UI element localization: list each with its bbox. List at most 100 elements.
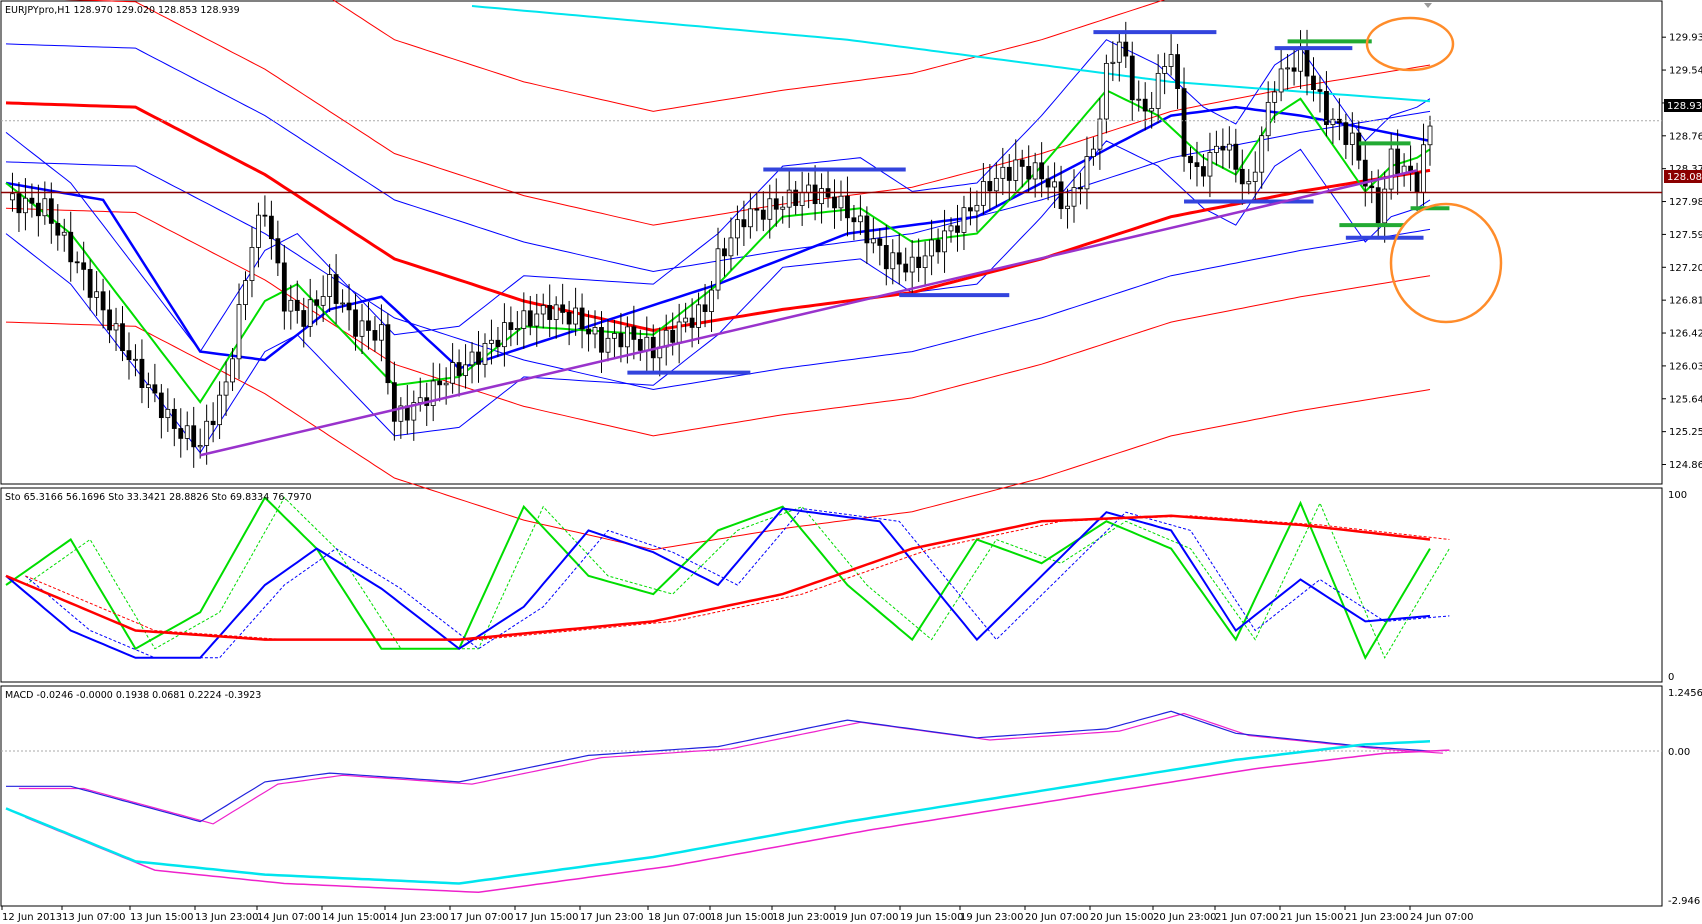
candle-bull [1149,108,1155,112]
time-tick-label: 13 Jun 07:00 [62,912,126,923]
candle-bull [1285,67,1290,70]
candle-bear [456,362,462,376]
time-tick-label: 14 Jun 15:00 [322,912,386,923]
candle-bull [909,256,915,273]
candle-bear [437,380,443,386]
candlesticks [10,21,1433,468]
time-tick-label: 18 Jun 07:00 [648,912,712,923]
candle-bear [650,336,656,359]
candle-bull [780,206,786,210]
time-tick-label: 21 Jun 07:00 [1215,912,1279,923]
candle-bull [715,248,721,291]
candle-bull [204,420,210,446]
candle-bear [333,274,339,304]
candle-bear [152,384,158,394]
price-tick-label: 125.640 [1669,394,1702,405]
candle-bear [191,425,197,448]
candle-bear [1194,162,1200,167]
candle-bull [961,207,967,233]
candle-bear [812,184,818,205]
candle-bull [113,323,119,331]
candle-bull [1052,181,1057,188]
candle-bull [1116,41,1122,63]
candle-bull [942,230,947,253]
sto-main-line [5,495,1431,661]
candle-bull [592,327,598,335]
candle-bull [417,397,423,403]
candle-bull [696,304,701,328]
candle-bear [670,329,676,343]
candle-bear [955,225,960,233]
candle-bear [275,238,281,264]
candle-bear [1311,75,1316,90]
candle-bear [476,351,481,365]
candle-bull [747,208,753,228]
candle-bear [126,350,132,361]
candle-bear [637,339,643,351]
macd-header: MACD -0.0246 -0.0000 0.1938 0.0681 0.222… [5,690,261,701]
candle-bear [1129,55,1135,101]
candle-bear [760,209,766,220]
candle-bull [463,364,468,376]
trendline[interactable] [199,169,1418,457]
price-panel-header: EURJPYpro,H1 128.970 129.020 128.853 128… [5,5,240,16]
price-tick-label: 127.590 [1669,230,1702,241]
candle-bull [534,313,540,327]
candle-bull [1259,135,1265,173]
candle-bear [845,195,850,219]
time-tick-label: 18 Jun 23:00 [772,912,836,923]
candle-bear [722,248,727,257]
candle-bull [890,252,896,270]
candle-bull [1427,125,1433,146]
candle-bull [735,219,740,239]
time-tick-label: 17 Jun 23:00 [580,912,644,923]
candle-bull [1110,61,1116,64]
candle-bear [586,328,591,335]
candle-bull [974,204,980,212]
candle-bear [120,323,125,352]
candle-bull [929,239,934,257]
candle-bull [1278,68,1284,93]
envelope-band-line [64,0,1431,226]
candle-bull [450,362,456,384]
candle-bear [74,261,80,264]
macd-signal-line-1 [18,712,1443,825]
candle-bull [1382,188,1388,224]
candle-bear [1175,54,1180,90]
macd-main-line-2 [5,740,1431,885]
time-tick-label: 19 Jun 07:00 [835,912,899,923]
candle-bull [165,408,171,419]
time-tick-label: 14 Jun 23:00 [385,912,449,923]
candle-bear [508,322,514,330]
candle-bull [94,291,100,298]
candle-bull [197,445,203,448]
candle-bear [158,392,164,419]
candle-bull [553,304,559,320]
candle-bear [773,198,779,210]
candle-bull [1298,46,1303,72]
candle-bull [644,336,650,351]
time-tick-label: 20 Jun 15:00 [1090,912,1154,923]
candle-bear [851,217,857,223]
candle-bull [838,195,844,209]
candle-bull [786,189,792,208]
sto-tick-100: 100 [1668,490,1687,501]
time-tick-label: 18 Jun 15:00 [710,912,774,923]
candle-bear [1220,145,1226,151]
candle-bear [1414,172,1420,194]
candle-bull [540,305,546,315]
candle-bull [1214,145,1219,153]
stochastic-lines [5,495,1450,661]
time-tick-label: 12 Jun 2013 [2,912,62,923]
ma-cyan-line [471,5,1431,103]
macd-signal-line-2 [25,749,1450,894]
candle-bull [1000,166,1006,179]
time-tick-label: 24 Jun 07:00 [1410,912,1474,923]
candle-bull [340,302,345,305]
candle-bear [1324,91,1329,125]
candle-bear [527,310,533,327]
time-axis: 12 Jun 2013 13 Jun 07:00 13 Jun 15:00 13 Ju… [1,906,1474,923]
candle-bear [1343,122,1349,145]
candle-bear [618,333,624,348]
candle-bull [1246,181,1252,185]
